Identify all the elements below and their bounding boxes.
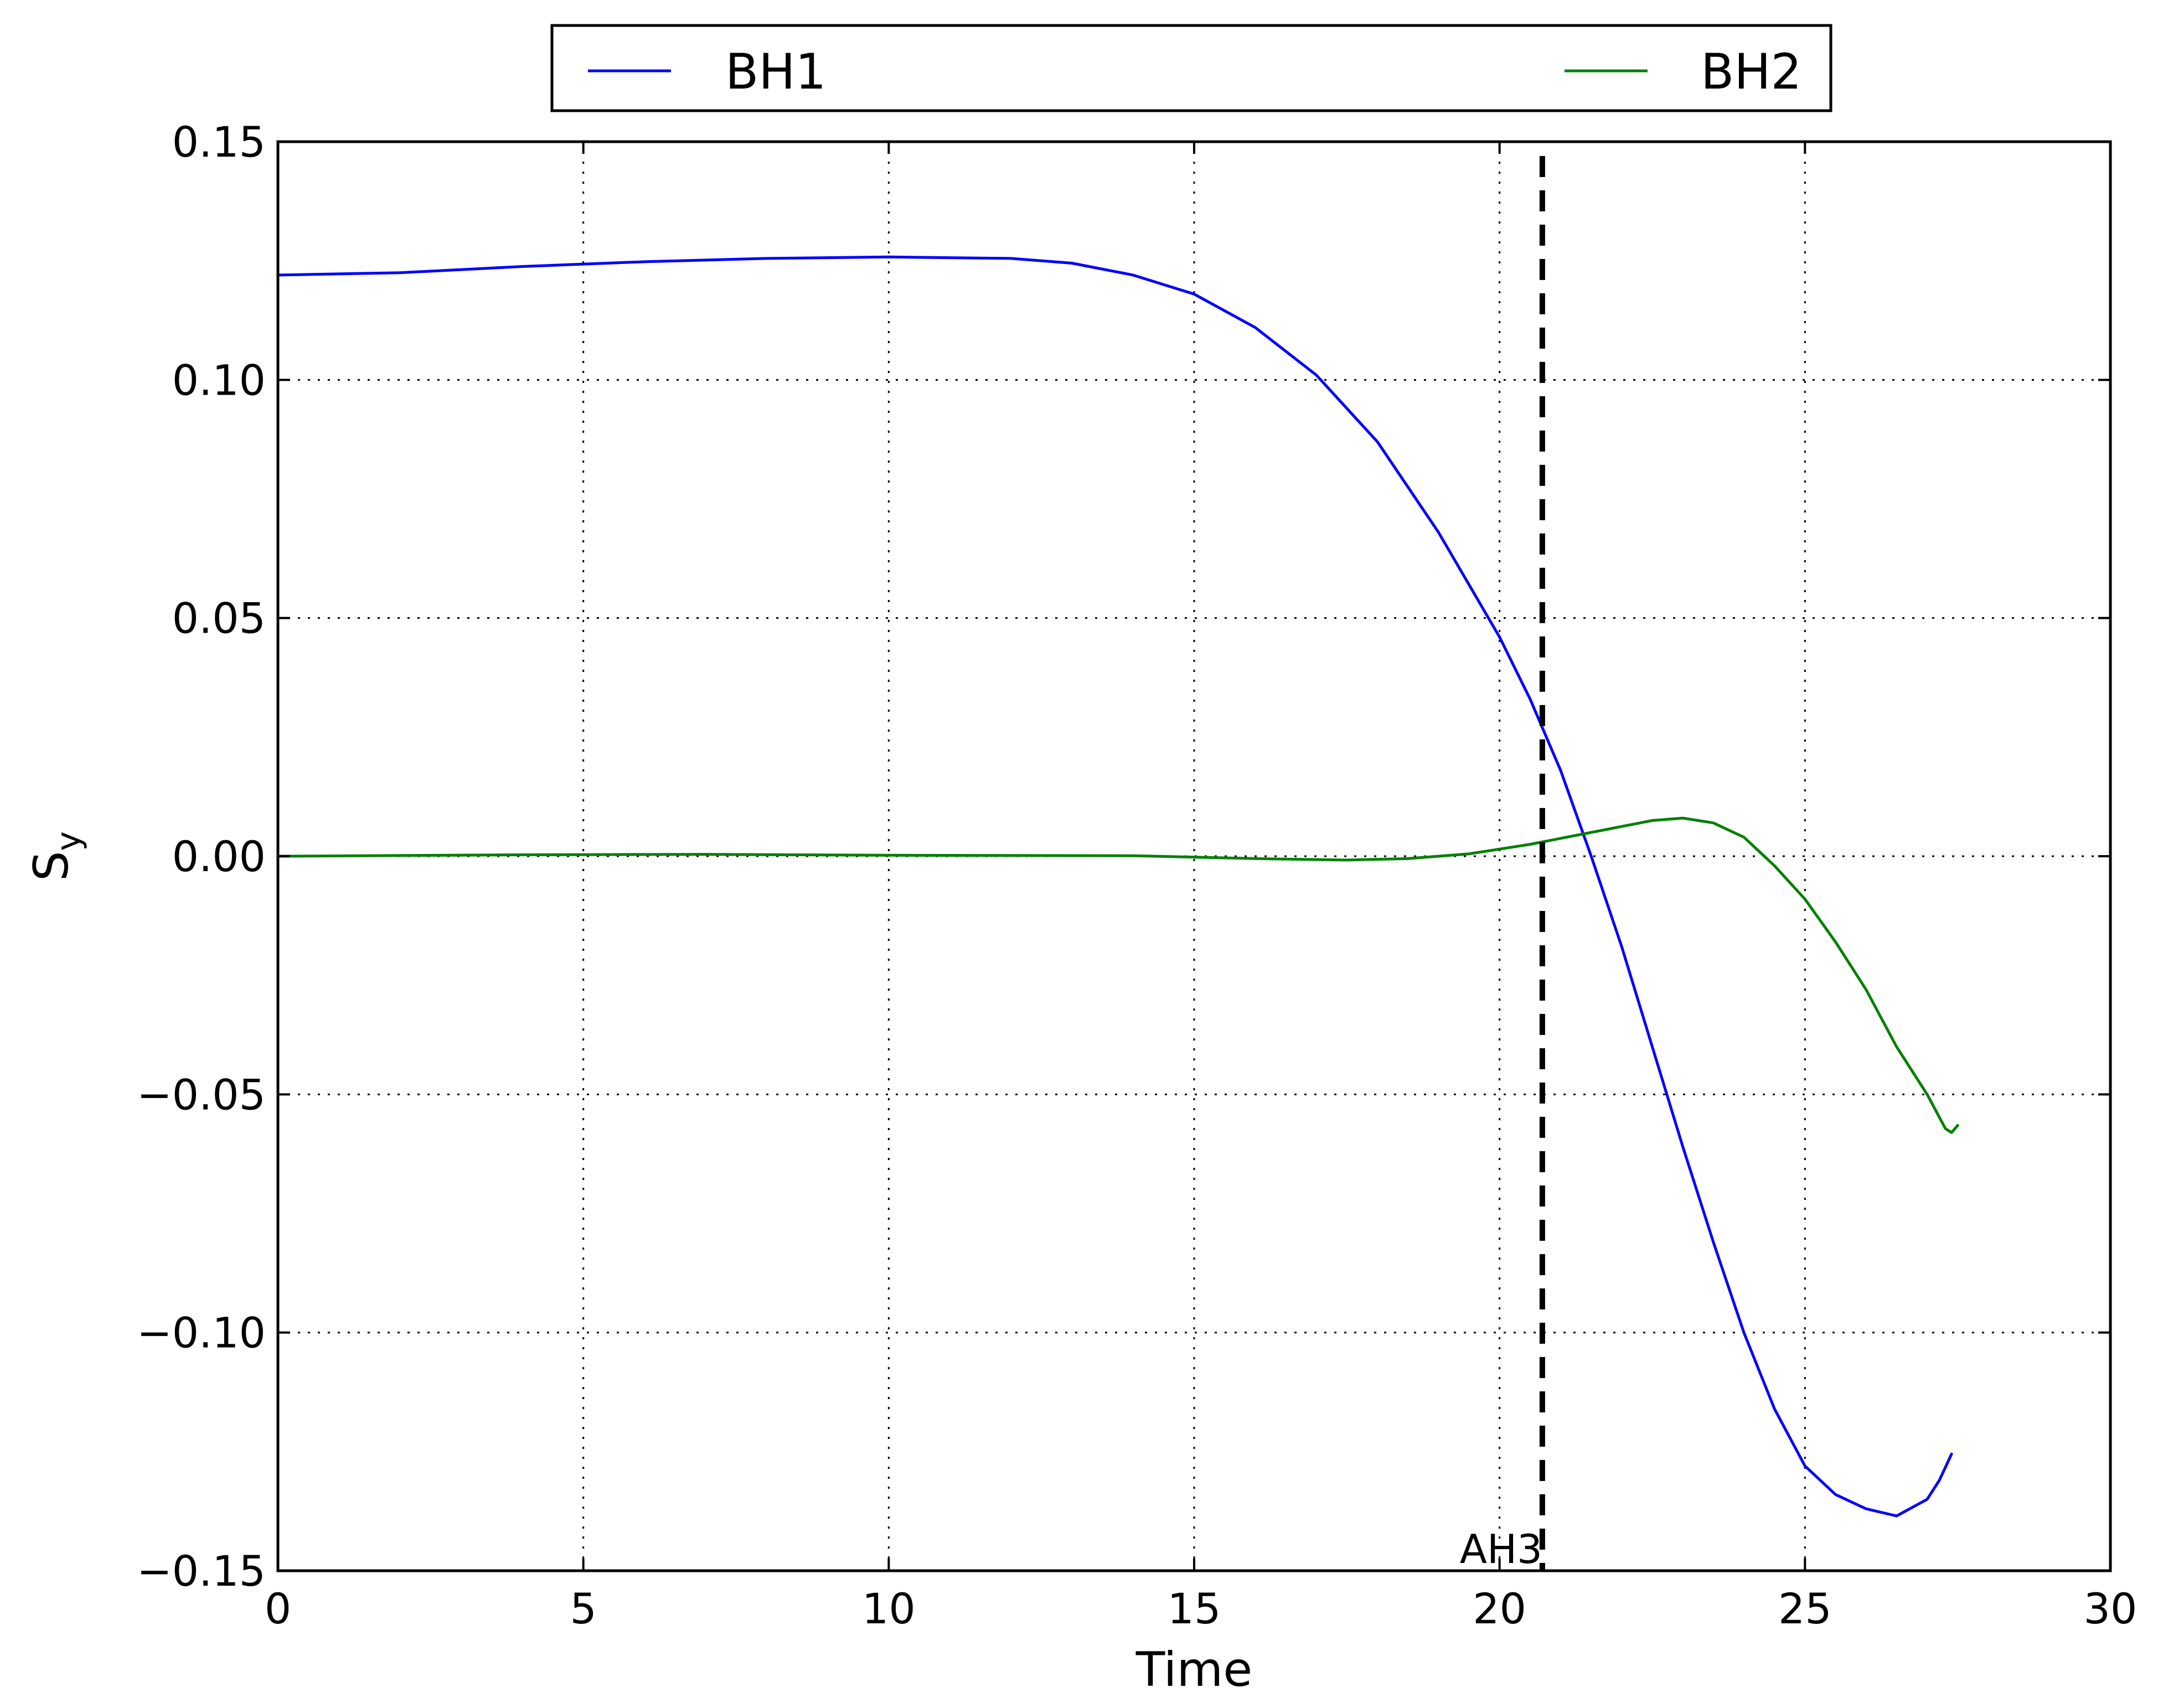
y-axis-label-base: S (24, 851, 79, 881)
series-layer (276, 255, 1959, 1518)
tick-labels: 0 5 10 15 20 25 30 −0.15 −0.10 −0.05 0.00 0.05 0.10 0… (137, 117, 2137, 1633)
y-tick-label: 0.10 (172, 355, 266, 405)
x-tick-label: 10 (862, 1584, 916, 1633)
axis-labels: Time Sy (24, 831, 1252, 1697)
legend: BH1 BH2 (550, 24, 1832, 112)
series-line-bh2 (276, 816, 1959, 1134)
y-tick-label: −0.10 (137, 1308, 266, 1358)
y-tick-label: 0.05 (172, 594, 266, 643)
vertical-marker: AH3 (1460, 156, 1545, 1572)
legend-label-bh2: BH2 (1701, 43, 1802, 100)
y-axis-label: Sy (24, 831, 88, 881)
x-tick-label: 15 (1168, 1584, 1221, 1633)
series-line-bh1 (276, 255, 1953, 1518)
legend-box (550, 24, 1832, 112)
x-tick-label: 0 (265, 1584, 291, 1633)
y-tick-label: 0.00 (172, 832, 266, 881)
y-tick-label: −0.15 (137, 1546, 266, 1596)
y-axis-label-sub: y (49, 831, 88, 851)
axis-ticks (277, 141, 2111, 1572)
vline-ah3-label: AH3 (1460, 1526, 1542, 1572)
y-tick-label: −0.05 (137, 1070, 266, 1119)
legend-label-bh1: BH1 (725, 43, 827, 100)
x-tick-label: 5 (570, 1584, 596, 1633)
y-tick-label: 0.15 (172, 117, 266, 167)
x-tick-label: 30 (2084, 1584, 2138, 1633)
x-axis-label: Time (1135, 1642, 1252, 1697)
x-tick-label: 25 (1778, 1584, 1832, 1633)
x-tick-label: 20 (1473, 1584, 1526, 1633)
